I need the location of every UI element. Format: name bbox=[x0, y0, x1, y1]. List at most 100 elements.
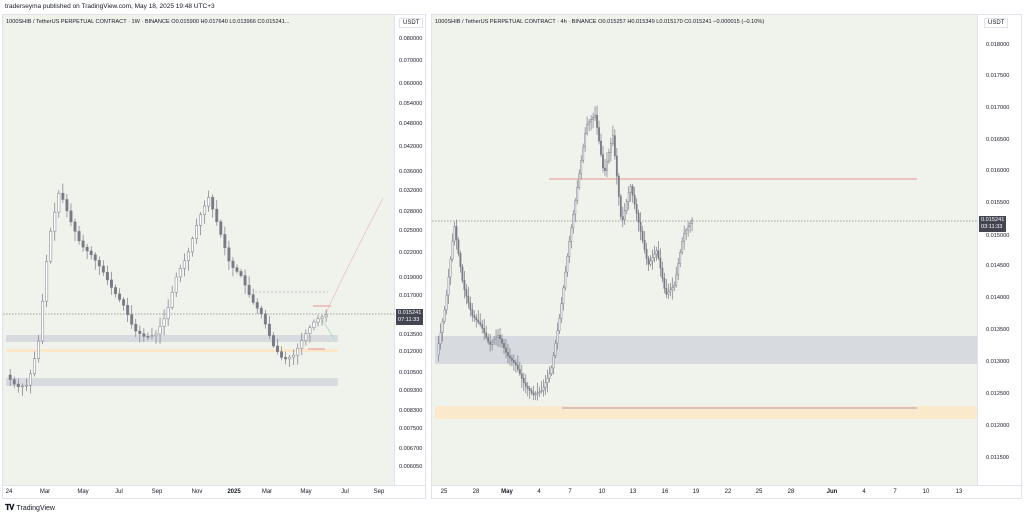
candle-body bbox=[479, 321, 482, 325]
y-tick-label: 0.009300 bbox=[399, 388, 423, 394]
candle-body bbox=[489, 341, 492, 345]
candle-body bbox=[604, 167, 606, 171]
y-tick-label: 0.014000 bbox=[986, 295, 1010, 301]
candle-body bbox=[296, 347, 300, 356]
candle-body bbox=[142, 333, 146, 337]
candle-body bbox=[588, 121, 591, 125]
y-tick-label: 0.022000 bbox=[399, 250, 423, 256]
candle-body bbox=[199, 214, 203, 226]
y-tick-label: 0.032000 bbox=[399, 188, 423, 194]
weekly-time-axis[interactable]: 24 Mar May Jul Sep Nov 2025 Mar May Jul Sep bbox=[3, 485, 425, 498]
candle-body bbox=[24, 384, 28, 387]
candle-body bbox=[53, 211, 57, 232]
candle-body bbox=[677, 263, 680, 276]
weekly-chart-pane[interactable]: 1000SHIB / TetherUS PERPETUAL CONTRACT ·… bbox=[2, 14, 426, 499]
candle-body bbox=[150, 335, 154, 337]
candle-body bbox=[512, 360, 515, 363]
candle-body bbox=[45, 261, 49, 302]
x-tick-label: 4 bbox=[537, 489, 541, 495]
candle-body bbox=[511, 357, 513, 361]
y-tick-label: 0.017500 bbox=[986, 73, 1010, 79]
four-hour-time-axis[interactable]: 25 28 May 4 7 10 13 16 19 22 25 28 Jun 4 7 10 13 bbox=[432, 485, 1021, 498]
lower-support-zone bbox=[6, 378, 338, 386]
candle-body bbox=[516, 364, 519, 370]
weekly-unit-label[interactable]: USDT bbox=[399, 18, 424, 28]
x-tick-label: 2025 bbox=[227, 489, 241, 495]
candle-body bbox=[602, 154, 604, 169]
candle-body bbox=[481, 324, 484, 329]
four-hour-plot-area[interactable]: 1000SHIB / TetherUS PERPETUAL CONTRACT ·… bbox=[432, 15, 977, 485]
x-tick-label: 7 bbox=[568, 489, 572, 495]
candle-body bbox=[613, 135, 616, 157]
candle-body bbox=[122, 299, 126, 306]
candle-body bbox=[312, 321, 316, 329]
four-hour-legend: 1000SHIB / TetherUS PERPETUAL CONTRACT ·… bbox=[435, 19, 765, 25]
candle-body bbox=[685, 229, 688, 234]
y-tick-label: 0.013000 bbox=[986, 359, 1010, 365]
candle-body bbox=[637, 212, 640, 223]
candle-body bbox=[473, 315, 476, 318]
candle-body bbox=[29, 373, 32, 386]
footer-brand[interactable]: TradingView bbox=[16, 504, 55, 512]
candle-body bbox=[643, 239, 646, 250]
candle-body bbox=[520, 373, 523, 379]
candle-body bbox=[679, 252, 682, 264]
candle-body bbox=[251, 294, 255, 303]
candle-body bbox=[582, 146, 585, 161]
y-tick-label: 0.011500 bbox=[986, 455, 1009, 461]
candle-body bbox=[300, 340, 304, 349]
candle-body bbox=[211, 197, 215, 210]
candle-body bbox=[499, 335, 501, 340]
candle-body bbox=[566, 256, 569, 273]
weekly-plot-area[interactable]: 1000SHIB / TetherUS PERPETUAL CONTRACT ·… bbox=[3, 15, 394, 485]
y-tick-label: 0.025000 bbox=[399, 228, 423, 234]
candle-body bbox=[570, 227, 573, 242]
candle-body bbox=[288, 356, 292, 360]
weekly-price-axis[interactable]: USDT 0.080000 0.070000 0.060000 0.054000 0.0… bbox=[394, 15, 425, 485]
candle-body bbox=[77, 231, 81, 242]
x-tick-label: Nov bbox=[191, 489, 203, 495]
candle-body bbox=[485, 332, 488, 338]
candle-body bbox=[534, 393, 537, 396]
y-tick-label: 0.016000 bbox=[986, 168, 1010, 174]
candle-body bbox=[538, 391, 541, 393]
weekly-legend: 1000SHIB / TetherUS PERPETUAL CONTRACT ·… bbox=[6, 19, 290, 25]
x-tick-label: 10 bbox=[922, 489, 930, 495]
candle-body bbox=[89, 250, 93, 255]
candle-body bbox=[126, 305, 130, 316]
candle-body bbox=[178, 268, 182, 278]
four-hour-chart-pane[interactable]: 1000SHIB / TetherUS PERPETUAL CONTRACT ·… bbox=[431, 14, 1022, 499]
candle-body bbox=[491, 341, 494, 345]
candle-body bbox=[8, 374, 12, 380]
weekly-countdown: 07:11:33 bbox=[398, 317, 420, 323]
x-tick-label: 13 bbox=[955, 489, 963, 495]
x-tick-label: 25 bbox=[440, 489, 448, 495]
candle-body bbox=[118, 293, 121, 300]
y-tick-label: 0.013500 bbox=[986, 327, 1010, 333]
tradingview-logo-icon[interactable]: 𝐓𝐕 bbox=[5, 503, 15, 512]
candle-body bbox=[635, 203, 638, 214]
candle-body bbox=[455, 226, 458, 241]
candle-body bbox=[657, 250, 660, 259]
candle-body bbox=[459, 253, 462, 268]
candle-body bbox=[501, 338, 503, 344]
candle-body bbox=[507, 352, 509, 357]
candle-body bbox=[493, 339, 495, 343]
candle-body bbox=[81, 240, 85, 248]
y-tick-label: 0.018000 bbox=[986, 42, 1010, 48]
four-hour-countdown: 03:11:33 bbox=[981, 224, 1003, 230]
weekly-current-price: 0.015241 bbox=[398, 310, 422, 316]
candle-body bbox=[243, 275, 247, 286]
y-tick-label: 0.013500 bbox=[399, 332, 423, 338]
candle-body bbox=[219, 221, 223, 235]
y-tick-label: 0.008300 bbox=[399, 408, 423, 414]
candle-body bbox=[647, 257, 650, 265]
candle-body bbox=[560, 303, 563, 319]
four-hour-price-axis[interactable]: USDT 0.018000 0.017500 0.017000 0.016500 0.0… bbox=[977, 15, 1021, 485]
four-hour-unit-label[interactable]: USDT bbox=[984, 18, 1009, 28]
x-tick-label: 7 bbox=[893, 489, 897, 495]
candle-body bbox=[584, 133, 587, 148]
candle-body bbox=[138, 330, 142, 334]
y-tick-label: 0.012000 bbox=[986, 423, 1010, 429]
candle-body bbox=[483, 328, 486, 334]
